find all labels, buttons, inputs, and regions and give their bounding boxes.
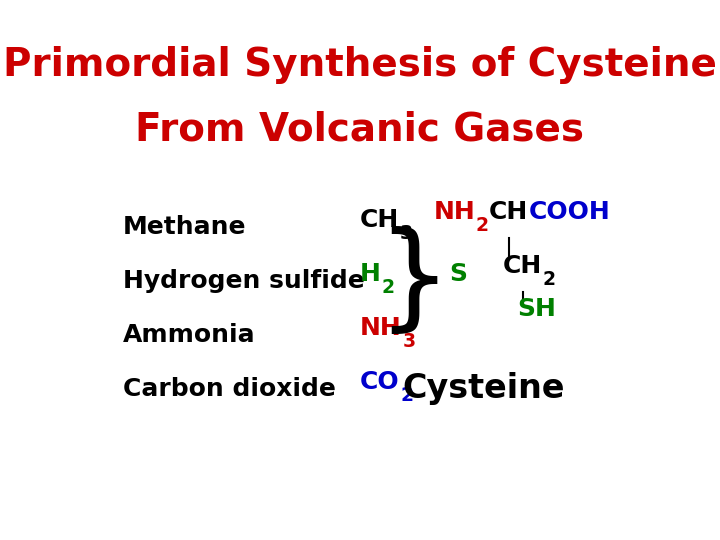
Text: Carbon dioxide: Carbon dioxide (123, 377, 336, 401)
Text: 2: 2 (543, 269, 556, 288)
Text: 2: 2 (475, 215, 489, 234)
Text: 2: 2 (400, 386, 413, 404)
Text: CO: CO (360, 370, 400, 394)
Text: 2: 2 (381, 278, 394, 296)
Text: Methane: Methane (123, 215, 246, 239)
Text: 3: 3 (400, 224, 413, 242)
Text: CH: CH (503, 254, 542, 278)
Text: H: H (360, 262, 381, 286)
Text: SH: SH (517, 297, 556, 321)
Text: Ammonia: Ammonia (123, 323, 256, 347)
Text: NH: NH (360, 316, 402, 340)
Text: From Volcanic Gases: From Volcanic Gases (135, 111, 585, 148)
Text: CH: CH (489, 200, 528, 224)
Text: COOH: COOH (528, 200, 610, 224)
Text: }: } (376, 226, 451, 341)
Text: CH: CH (360, 208, 400, 232)
Text: Hydrogen sulfide: Hydrogen sulfide (123, 269, 365, 293)
Text: NH: NH (433, 200, 475, 224)
Text: Cysteine: Cysteine (403, 372, 565, 406)
Text: S: S (450, 262, 468, 286)
Text: 3: 3 (402, 332, 415, 350)
Text: Primordial Synthesis of Cysteine: Primordial Synthesis of Cysteine (3, 46, 717, 84)
